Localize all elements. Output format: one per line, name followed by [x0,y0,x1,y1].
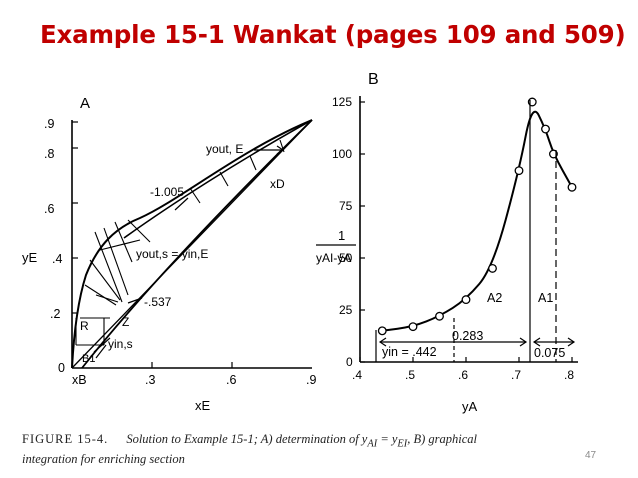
caption-text-1-end: , B) graphical [407,432,478,446]
equilibrium-curve [71,119,313,369]
panel-a-ytick: .9 [44,117,54,131]
data-point [408,322,418,332]
panel-a-xtick: .9 [306,373,316,387]
annotation-0075: 0.075 [534,346,565,360]
figure-caption: FIGURE 15-4. Solution to Example 15-1; A)… [22,432,582,467]
panel-b-y-label-numerator: 1 [338,228,345,243]
annotation-slope-1005: -1.005 [150,185,184,199]
panel-b-annotations: A2 A1 0.283 0.075 yin = .442 [382,291,565,360]
data-point [377,326,387,336]
caption-text-mid: = y [377,432,398,446]
data-point [514,166,524,176]
panel-b-letter: B [368,71,379,88]
panel-b: B .4 .5 .6 .7 .8 0 25 50 75 100 125 1 yAI-yA yA A2… [316,71,578,414]
panel-a-tick-labels: .9 .8 .6 .4 .2 0 xB .3 .6 .9 [44,117,316,387]
panel-b-construction [375,100,576,362]
caption-text-1: Solution to Example 15-1; A) determinati… [126,432,368,446]
panel-a-ytick: 0 [58,361,65,375]
data-point [435,311,444,321]
annotation-b1: B1 [82,353,95,365]
annotation-yin-s: yin,s [108,337,133,351]
annotation-yout-s: yout,s = yin,E [136,247,208,261]
annotation-yout-e: yout, E [206,142,243,156]
data-points [377,97,577,336]
panel-a-ytick: .8 [44,147,54,161]
panel-b-y-label-denominator: yAI-yA [316,251,351,265]
panel-a-arrows [93,145,285,359]
panel-a-ytick: .4 [52,252,62,266]
operating-line-upper [123,119,313,239]
panel-b-ytick-label: 100 [332,147,352,161]
panel-b-x-label: yA [462,399,478,414]
panel-a-xtick: .6 [226,373,236,387]
panel-b-ytick-label: 25 [339,303,353,317]
data-point [549,149,558,159]
panel-b-xtick-label: .5 [405,368,415,382]
panel-a-y-label: yE [22,250,38,265]
data-point [567,182,577,192]
page-number: 47 [585,450,597,461]
caption-sub-2: EI [397,438,408,450]
panel-a-ticks [72,121,233,368]
tie-lines [75,139,285,346]
caption-text-2: integration for enriching section [22,451,185,466]
caption-sub-1: AI [367,438,378,450]
panel-b-ticks [359,101,573,363]
data-point [461,295,471,305]
slide-title: Example 15-1 Wankat (pages 109 and 509) [40,20,626,49]
panel-b-tick-labels: .4 .5 .6 .7 .8 0 25 50 75 100 125 [332,95,574,382]
data-point [488,263,497,273]
annotation-slope-537: -.537 [144,295,172,309]
panel-b-ytick-label: 125 [332,95,352,109]
panel-a-ytick: .2 [50,307,60,321]
panel-a-xtick: .3 [145,373,155,387]
annotation-r: R [80,319,89,333]
panel-b-ytick-label: 75 [339,199,353,213]
panel-b-xtick-label: .8 [564,368,574,382]
panel-a-annotations: yout, E xD -1.005 yout,s = yin,E -.537 Z… [80,142,285,365]
panel-b-ytick-label: 50 [339,251,353,265]
diagonal-line [71,119,313,369]
annotation-xd: xD [270,177,285,191]
annotation-0283: 0.283 [452,329,483,343]
panel-a-ytick: .6 [44,202,54,216]
data-point [541,124,550,134]
annotation-a1: A1 [538,291,553,305]
panel-a-xtick: xB [72,373,87,387]
panel-b-xtick-label: .6 [458,368,468,382]
caption-figure-label: FIGURE 15-4. [22,432,109,446]
panel-b-ytick-label: 0 [346,355,353,369]
annotation-z: Z [122,315,129,329]
panel-a-x-label: xE [195,398,211,413]
panel-b-xtick-label: .4 [352,368,362,382]
panel-a-letter: A [80,95,90,112]
panel-a: A [22,95,316,413]
operating-line-lower [81,119,313,369]
annotation-a2: A2 [487,291,502,305]
annotation-yin: yin = .442 [382,345,437,359]
panel-b-xtick-label: .7 [511,368,521,382]
